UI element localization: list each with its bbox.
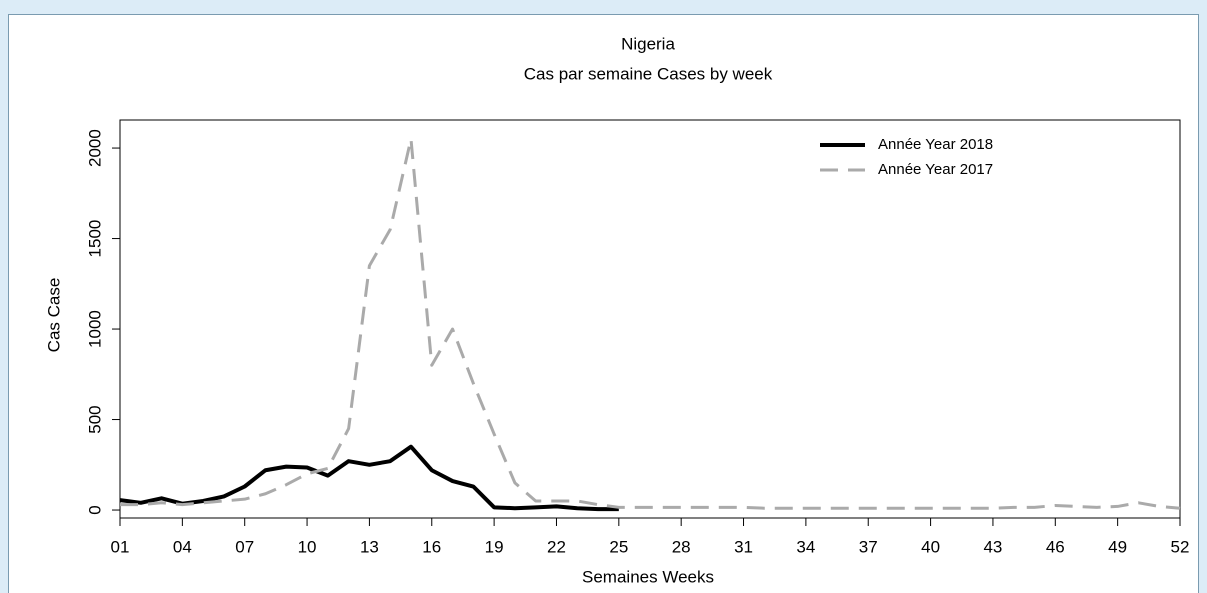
x-tick-label: 34 [796,537,815,556]
series-line [120,137,1181,510]
x-tick-label: 16 [422,537,441,556]
plot-panel [8,14,1199,593]
series-line [119,444,619,512]
chart-subtitle: Cas par semaine Cases by week [524,64,773,83]
x-tick-label: 07 [235,537,254,556]
y-tick-label: 500 [85,405,104,433]
y-axis-label: Cas Case [44,278,63,353]
x-tick-label: 28 [672,537,691,556]
x-tick-label: 19 [485,537,504,556]
x-tick-label: 31 [734,537,753,556]
x-tick-label: 01 [111,537,130,556]
y-tick-label: 0 [85,505,104,514]
x-tick-label: 37 [859,537,878,556]
x-tick-label: 10 [298,537,317,556]
y-tick-label: 1000 [85,310,104,348]
x-tick-label: 49 [1108,537,1127,556]
y-tick-label: 1500 [85,220,104,258]
y-tick-label: 2000 [85,129,104,167]
x-tick-label: 46 [1046,537,1065,556]
x-tick-label: 04 [173,537,192,556]
x-tick-label: 52 [1171,537,1190,556]
legend-label: Année Year 2017 [878,161,993,178]
x-tick-label: 43 [983,537,1002,556]
x-axis-label: Semaines Weeks [582,567,714,586]
x-tick-label: 25 [609,537,628,556]
x-tick-label: 22 [547,537,566,556]
plot-box [119,119,1181,519]
x-tick-label: 40 [921,537,940,556]
x-tick-label: 13 [360,537,379,556]
legend-label: Année Year 2018 [878,136,993,153]
chart-title: Nigeria [621,34,675,53]
